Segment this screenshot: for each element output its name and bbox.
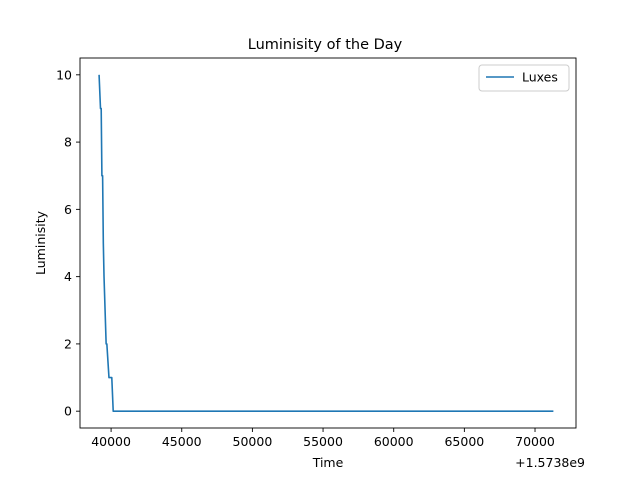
y-tick-label: 0	[64, 404, 72, 419]
y-tick-label: 8	[64, 135, 72, 150]
legend: Luxes	[478, 64, 570, 92]
x-tick-label: 55000	[303, 434, 343, 449]
x-tick-label: 50000	[233, 434, 273, 449]
y-tick-label: 4	[64, 269, 72, 284]
chart-title: Luminisity of the Day	[248, 37, 403, 53]
legend-series-label: Luxes	[522, 70, 558, 85]
y-tick-label: 6	[64, 202, 72, 217]
y-axis: 0 2 4 6 8 10	[56, 67, 80, 419]
x-tick-label: 45000	[162, 434, 202, 449]
x-tick-label: 70000	[515, 434, 555, 449]
axes-frame	[79, 57, 577, 429]
legend-box	[478, 64, 570, 92]
plot-area	[98, 74, 554, 412]
y-tick-label: 2	[64, 336, 72, 351]
x-tick-label: 65000	[444, 434, 484, 449]
y-axis-label: Luminisity	[33, 210, 48, 275]
series-line-luxes	[98, 74, 554, 412]
x-axis: 40000 45000 50000 55000 60000 65000 70000	[91, 428, 555, 449]
x-axis-label: Time	[312, 455, 344, 470]
x-axis-offset-label: +1.5738e9	[515, 455, 585, 470]
y-tick-label: 10	[56, 67, 72, 82]
x-tick-label: 60000	[374, 434, 414, 449]
x-tick-label: 40000	[91, 434, 131, 449]
